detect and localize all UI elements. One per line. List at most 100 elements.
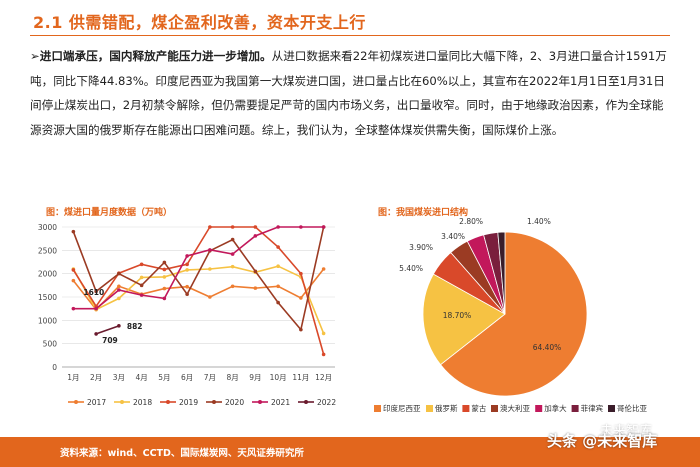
legend-swatch (608, 405, 615, 412)
legend-marker (120, 400, 124, 404)
legend-label: 澳大利亚 (500, 403, 530, 413)
paragraph-text: 从进口数据来看22年初煤炭进口量同比大幅下降，2、3月进口量合计1591万吨，同… (30, 49, 667, 137)
series-point-2019 (208, 225, 212, 229)
legend-label: 2018 (133, 398, 152, 407)
legend-label: 哥伦比亚 (617, 403, 647, 413)
legend-label: 加拿大 (544, 403, 567, 413)
bullet-arrow-icon: ➢ (30, 49, 40, 63)
series-point-2021 (276, 225, 280, 229)
series-point-2018 (162, 275, 167, 279)
legend-swatch (535, 405, 543, 412)
footer: 资料来源：wind、CCTD、国际煤炭网、天风证券研究所 (0, 437, 700, 467)
legend-marker (304, 400, 308, 404)
series-point-2018 (139, 275, 144, 280)
legend-label: 印度尼西亚 (383, 403, 421, 413)
data-label: 1610 (83, 288, 104, 297)
series-point-2021 (117, 288, 121, 292)
series-line-2020 (72, 226, 325, 332)
series-point-2017 (162, 286, 167, 291)
series-line-2021 (73, 226, 324, 310)
y-tick-label: 0 (52, 363, 57, 372)
series-point-2021 (299, 225, 303, 229)
series-point-2017 (230, 284, 235, 289)
series-point-2017 (185, 284, 189, 289)
series-point-2021 (253, 234, 258, 238)
legend-label: 2019 (179, 398, 198, 407)
series-point-2020 (253, 269, 258, 274)
paragraph-lead: 进口端承压，国内释放产能压力进一步增加。 (39, 49, 272, 63)
series-point-2020 (230, 237, 235, 242)
legend-label: 2017 (87, 398, 106, 407)
series-line-2017 (72, 268, 325, 311)
legend-swatch (462, 405, 470, 412)
series-point-2017 (321, 267, 326, 271)
line-chart-title: 图：煤进口量月度数据（万吨） (46, 208, 173, 218)
series-point-2021 (230, 252, 235, 256)
legend-swatch (426, 405, 433, 412)
legend-label: 2022 (317, 398, 336, 407)
series-point-2019 (321, 352, 326, 357)
body-paragraph: ➢进口端承压，国内释放产能压力进一步增加。从进口数据来看22年初煤炭进口量同比大… (30, 44, 670, 142)
y-tick-label: 1500 (38, 293, 57, 302)
series-point-2017 (117, 284, 121, 289)
legend-marker (74, 400, 78, 404)
legend-label: 2020 (225, 398, 244, 407)
series-line-2019 (72, 226, 325, 355)
series-point-2021 (139, 293, 144, 297)
legend-marker (258, 400, 262, 404)
x-tick-label: 7月 (204, 373, 216, 382)
series-point-2022 (94, 332, 98, 336)
series-point-2020 (139, 283, 144, 288)
x-tick-label: 2月 (90, 373, 102, 382)
slice-label: 2.80% (459, 217, 483, 226)
series-point-2018 (230, 264, 235, 269)
series-point-2018 (117, 296, 121, 301)
legend-label: 俄罗斯 (435, 403, 458, 413)
series-point-2021 (71, 306, 76, 311)
legend-marker (212, 400, 216, 404)
legend-swatch (571, 405, 579, 412)
pie-chart-title: 图：我国煤炭进口结构 (378, 208, 469, 218)
series-point-2019 (276, 245, 280, 249)
series-point-2020 (117, 271, 121, 276)
slice-label: 5.40% (399, 264, 423, 273)
page-title: 2.1 供需错配，煤企盈利改善，资本开支上行 (33, 13, 366, 32)
legend-label: 2021 (271, 398, 290, 407)
series-line-2022 (95, 325, 120, 335)
pie-slice (497, 231, 506, 315)
x-tick-label: 3月 (113, 373, 125, 382)
pie-slice (439, 231, 588, 397)
series-point-2021 (94, 306, 98, 311)
x-tick-label: 1月 (67, 373, 79, 382)
slice-label: 18.70% (443, 311, 472, 320)
x-tick-label: 9月 (249, 373, 261, 382)
series-point-2021 (208, 248, 212, 252)
watermark-sub: 未来智库 (600, 424, 653, 439)
series-point-2019 (185, 262, 189, 267)
series-point-2017 (276, 284, 280, 289)
series-point-2017 (299, 296, 303, 300)
series-point-2020 (299, 327, 303, 332)
series-point-2021 (162, 296, 167, 301)
series-point-2019 (299, 271, 303, 276)
y-tick-label: 2000 (38, 270, 57, 279)
series-point-2021 (321, 225, 326, 229)
y-tick-label: 1000 (38, 316, 57, 325)
series-point-2019 (253, 225, 258, 229)
series-point-2021 (185, 254, 189, 258)
series-point-2019 (162, 267, 167, 272)
legend-marker (166, 400, 170, 404)
header: 2.1 供需错配，煤企盈利改善，资本开支上行 (0, 0, 700, 40)
series-point-2019 (71, 268, 76, 272)
watermark: 头条 @未来智库 (547, 432, 658, 450)
line-chart: 0 500 1000 1500 2000 2500 3000 1月 2月 3月 4月 5月 6月 7月 8月… (38, 223, 336, 407)
series-point-2017 (253, 286, 258, 290)
x-tick-label: 8月 (226, 373, 238, 382)
slice-label: 64.40% (533, 343, 562, 352)
legend-label: 蒙古 (471, 403, 486, 413)
series-point-2018 (208, 267, 212, 271)
pie-slice (422, 273, 506, 366)
source-note: 资料来源：wind、CCTD、国际煤炭网、天风证券研究所 (60, 448, 304, 459)
y-tick-label: 3000 (38, 223, 57, 232)
series-point-2018 (321, 331, 326, 336)
